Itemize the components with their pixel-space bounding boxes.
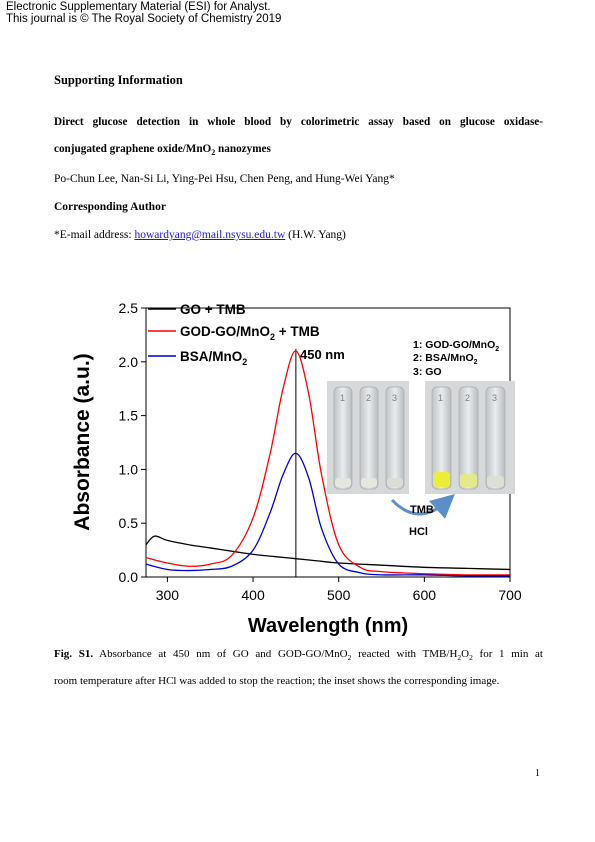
paper-title-line2: conjugated graphene oxide/MnO2 nanozymes	[54, 143, 271, 158]
y-axis-label: Absorbance (a.u.)	[71, 353, 94, 530]
x-tick-label: 400	[241, 587, 265, 603]
x-tick-label: 300	[156, 587, 180, 603]
y-tick-label: 1.5	[119, 408, 139, 424]
inset-legend-1: 1: GOD-GO/MnO2	[413, 339, 499, 353]
figure-caption-line1: Fig. S1. Absorbance at 450 nm of GO and …	[54, 648, 543, 663]
page-number: 1	[535, 768, 540, 779]
svg-text:3: 3	[392, 393, 397, 403]
svg-text:2: 2	[366, 393, 371, 403]
chart-legend: GO + TMB GOD-GO/MnO2 + TMB BSA/MnO2	[148, 302, 320, 367]
x-tick-label: 500	[327, 587, 351, 603]
section-title: Supporting Information	[54, 73, 183, 87]
svg-text:3: 3	[492, 393, 497, 403]
y-tick-label: 0.5	[119, 515, 139, 531]
inset-legend-3: 3: GO	[413, 366, 442, 378]
corresponding-email-line: *E-mail address: howardyang@mail.nsysu.e…	[54, 229, 346, 241]
paper-title-line1: Direct glucose detection in whole blood …	[54, 116, 543, 128]
inset-photo-group: 1: GOD-GO/MnO2 2: BSA/MnO2 3: GO 1 2 3 1	[327, 339, 515, 538]
journal-header-line2: This journal is © The Royal Society of C…	[6, 13, 282, 25]
wavelength-450-annotation: 450 nm	[300, 347, 345, 362]
inset-legend-2: 2: BSA/MnO2	[413, 352, 478, 366]
vials-before: 1 2 3	[333, 386, 405, 490]
x-tick-label: 600	[413, 587, 437, 603]
x-tick-label: 700	[498, 587, 522, 603]
series-line-god-go-mno2-tmb	[146, 350, 510, 576]
corresponding-author-heading: Corresponding Author	[54, 201, 166, 213]
legend-label-go-tmb: GO + TMB	[180, 302, 246, 317]
arrow-label-tmb: TMB	[410, 504, 434, 516]
figure-caption-line2: room temperature after HCl was added to …	[54, 675, 500, 687]
journal-header-line1: Electronic Supplementary Material (ESI) …	[6, 1, 271, 13]
svg-text:1: 1	[438, 393, 443, 403]
author-list: Po-Chun Lee, Nan-Si Li, Ying-Pei Hsu, Ch…	[54, 173, 395, 185]
x-axis-label: Wavelength (nm)	[248, 615, 408, 637]
svg-text:1: 1	[340, 393, 345, 403]
series-line-bsa-mno2	[146, 452, 510, 577]
absorbance-chart: Absorbance (a.u.) Wavelength (nm) 0.0 0.5…	[71, 300, 522, 637]
y-tick-label: 1.0	[119, 461, 139, 477]
y-tick-label: 2.0	[119, 354, 139, 370]
legend-label-god-go-mno2-tmb: GOD-GO/MnO2 + TMB	[180, 324, 320, 342]
email-link[interactable]: howardyang@mail.nsysu.edu.tw	[134, 229, 286, 241]
y-tick-label: 2.5	[119, 300, 139, 316]
series-line-go-tmb	[146, 535, 510, 571]
y-tick-label: 0.0	[119, 569, 139, 585]
svg-text:2: 2	[465, 393, 470, 403]
arrow-label-hcl: HCl	[409, 526, 428, 538]
legend-label-bsa-mno2: BSA/MnO2	[180, 349, 247, 367]
reaction-arrow-icon	[390, 494, 455, 519]
vials-after: 1 2 3	[431, 386, 506, 490]
